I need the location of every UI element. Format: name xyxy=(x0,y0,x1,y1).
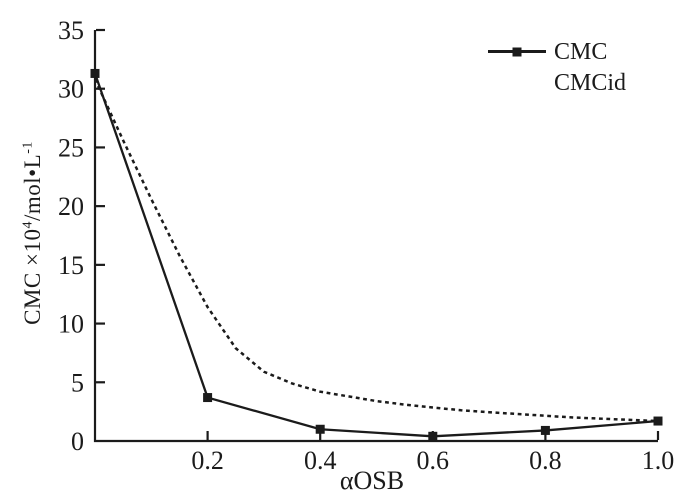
y-axis-label-exponent: -1 xyxy=(20,141,36,154)
legend: CMC CMCid xyxy=(488,36,626,98)
series-line-cmcid xyxy=(93,78,659,423)
y-tick-label: 30 xyxy=(58,75,84,104)
y-axis-label-text: CMC ×10 xyxy=(20,228,45,325)
x-axis-label: αOSB xyxy=(339,466,405,495)
data-point-marker xyxy=(653,416,663,426)
series-line-cmc xyxy=(93,73,659,438)
data-point-marker xyxy=(203,393,213,403)
legend-square-marker-icon xyxy=(512,47,522,56)
y-tick-label: 25 xyxy=(58,133,84,162)
y-tick-label: 0 xyxy=(71,427,84,456)
y-axis-label-units: /mol•L xyxy=(20,153,45,222)
x-tick-label: 0.6 xyxy=(417,446,450,475)
legend-label-cmc: CMC xyxy=(554,38,608,65)
y-tick-label: 10 xyxy=(58,310,84,339)
x-tick-label: 0.8 xyxy=(529,446,562,475)
y-axis-label: CMC ×104/mol•L-1 xyxy=(20,141,46,325)
legend-label-cmcid: CMCid xyxy=(554,69,627,96)
y-tick-label: 35 xyxy=(58,16,84,45)
y-axis-label-superscript: 4 xyxy=(20,221,36,229)
data-point-marker xyxy=(90,68,100,78)
axis-lines xyxy=(93,30,658,443)
y-tick-label: 5 xyxy=(71,368,84,397)
x-tick-label: 0.4 xyxy=(304,446,337,475)
y-tick-label: 20 xyxy=(58,192,84,221)
data-point-marker xyxy=(315,424,325,434)
x-tick-label: 0.2 xyxy=(191,446,224,475)
data-point-marker xyxy=(428,431,438,441)
legend-solid-line-icon xyxy=(488,47,546,56)
legend-item-cmcid: CMCid xyxy=(488,67,626,98)
data-point-marker xyxy=(540,425,550,435)
legend-item-cmc: CMC xyxy=(488,36,626,67)
x-tick-label: 1.0 xyxy=(642,446,675,475)
y-tick-label: 15 xyxy=(58,251,84,280)
